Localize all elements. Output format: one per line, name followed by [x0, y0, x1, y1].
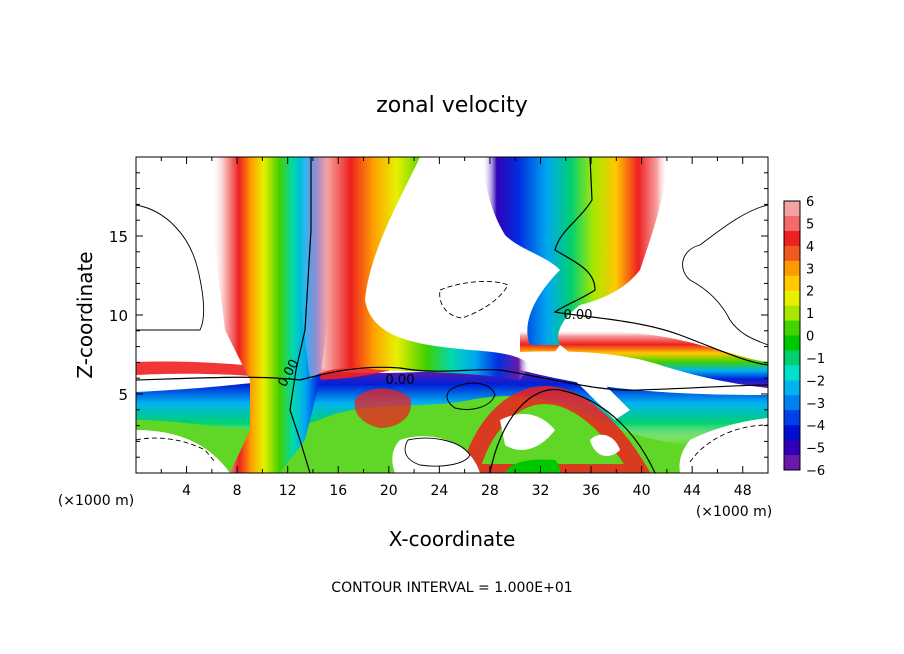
- colorbar-tick-label: 0: [806, 330, 814, 345]
- contour-top-right: [682, 204, 768, 346]
- colorbar-swatch: [784, 201, 800, 217]
- colorbar-swatch: [784, 380, 800, 396]
- velocity-field: [136, 157, 768, 473]
- colorbar-swatch: [784, 440, 800, 456]
- colorbar-swatch: [784, 260, 800, 277]
- colorbar-tick-label: −3: [806, 397, 825, 412]
- colorbar-tick-label: 3: [806, 262, 814, 277]
- y-tick-label: 15: [109, 228, 128, 246]
- contour-dashed-bottom-right: [689, 424, 768, 463]
- contour-zero-band: [136, 366, 768, 391]
- colorbar-tick-label: 6: [806, 195, 814, 210]
- field-bottom-green: [505, 459, 560, 473]
- chart-title: zonal velocity: [376, 93, 528, 118]
- colorbar-tick-label: −2: [806, 374, 825, 389]
- x-tick-label: 28: [481, 483, 499, 499]
- colorbar-swatch: [784, 455, 800, 471]
- x-tick-label: 16: [329, 483, 347, 499]
- colorbar-tick-label: 2: [806, 285, 814, 300]
- contour-zero-vertical: [289, 157, 312, 473]
- colorbar-tick-label: 1: [806, 307, 814, 322]
- colorbar-swatch: [784, 365, 800, 381]
- colorbar-swatch: [784, 245, 800, 262]
- x-tick-label: 40: [633, 483, 651, 499]
- contour-inner-loop: [446, 382, 496, 410]
- colorbar-tick-label: −1: [806, 352, 825, 367]
- field-white-patches: [500, 414, 620, 456]
- colorbar-swatch: [784, 350, 800, 366]
- colorbar: 6 5 4 3 2 1 0 −1 −2 −3 −4 −5 −6: [783, 195, 825, 479]
- field-center-plume: [300, 157, 530, 380]
- x-tick-label: 12: [279, 483, 297, 499]
- x-tick-label: 44: [683, 483, 701, 499]
- colorbar-tick-label: −6: [806, 464, 825, 479]
- field-right-plume: [482, 157, 668, 345]
- colorbar-tick-label: 4: [806, 240, 814, 255]
- field-right-band: [520, 329, 768, 388]
- x-axis: 4 8 12 16 20 24 28 32 36 40 44 48: [160, 157, 752, 499]
- contour-label-2: 0.00: [386, 373, 415, 388]
- contour-bottom-loop: [404, 437, 471, 467]
- colorbar-swatch: [784, 215, 800, 232]
- y-axis: 5 10 15: [109, 172, 768, 458]
- x-tick-label: 48: [734, 483, 752, 499]
- contour-interval-note: CONTOUR INTERVAL = 1.000E+01: [331, 580, 572, 596]
- colorbar-swatch: [784, 230, 800, 247]
- colorbar-swatch: [784, 320, 800, 336]
- colorbar-swatch: [784, 305, 800, 322]
- contour-zero-right: [553, 157, 768, 366]
- colorbar-swatch: [784, 395, 800, 411]
- colorbar-frame: [783, 200, 801, 471]
- x-tick-label: 4: [182, 483, 191, 499]
- y-tick-label: 5: [118, 386, 128, 404]
- x-tick-label: 20: [380, 483, 398, 499]
- colorbar-swatch: [784, 290, 800, 307]
- x-tick-label: 32: [532, 483, 550, 499]
- contour-top-left: [136, 204, 204, 331]
- colorbar-swatch: [784, 275, 800, 292]
- field-red-blob: [354, 388, 411, 428]
- colorbar-tick-label: −5: [806, 442, 825, 457]
- colorbar-tick-label: −4: [806, 419, 825, 434]
- colorbar-swatch: [784, 410, 800, 426]
- colorbar-swatch: [784, 335, 800, 351]
- colorbar-swatch: [784, 425, 800, 441]
- x-axis-label: X-coordinate: [389, 527, 516, 551]
- contour-dashed-center: [439, 280, 509, 319]
- colorbar-tick-label: 5: [806, 217, 814, 232]
- y-tick-label: 10: [109, 307, 128, 325]
- field-red-arch: [460, 385, 651, 473]
- field-white-hole: [550, 345, 630, 420]
- x-unit-left: (×1000 m): [58, 493, 134, 509]
- contour-arch: [489, 388, 656, 473]
- field-bottom-white: [136, 418, 768, 473]
- x-tick-label: 36: [582, 483, 600, 499]
- contour-label-3: 0.00: [564, 308, 593, 323]
- x-tick-label: 24: [430, 483, 448, 499]
- y-axis-label: Z-coordinate: [73, 251, 97, 378]
- contour-dashed-bottom-left: [136, 437, 216, 463]
- x-tick-label: 8: [233, 483, 242, 499]
- x-unit-right: (×1000 m): [696, 504, 772, 520]
